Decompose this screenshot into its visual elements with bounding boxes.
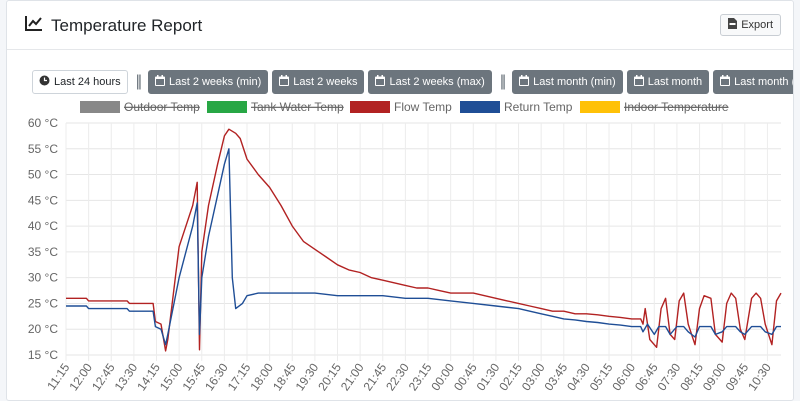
y-tick-label: 15 °C <box>28 348 58 362</box>
y-tick-label: 45 °C <box>28 193 58 207</box>
range-button-last-2-weeks-min[interactable]: Last 2 weeks (min) <box>147 70 269 94</box>
x-tick-label: 07:30 <box>655 360 684 393</box>
button-separator: || <box>135 73 142 90</box>
calendar-icon <box>720 75 731 89</box>
y-tick-label: 25 °C <box>28 296 58 310</box>
y-tick-label: 55 °C <box>28 142 58 156</box>
x-tick-label: 02:15 <box>496 360 525 393</box>
x-tick-label: 12:45 <box>89 360 118 393</box>
legend-item-label[interactable]: Return Temp <box>504 100 573 114</box>
card-header: Temperature Report Export <box>7 1 793 50</box>
x-tick-label: 22:30 <box>383 360 412 393</box>
y-tick-label: 60 °C <box>28 116 58 130</box>
x-tick-label: 10:30 <box>745 360 774 393</box>
range-button-label: Last 2 weeks (min) <box>168 76 262 88</box>
legend-item-label[interactable]: Tank Water Temp <box>251 100 344 114</box>
y-tick-label: 40 °C <box>28 219 58 233</box>
csv-file-icon <box>728 18 738 32</box>
x-tick-label: 21:45 <box>361 360 390 393</box>
y-tick-label: 50 °C <box>28 168 58 182</box>
x-tick-label: 15:00 <box>157 360 186 393</box>
legend-item-label[interactable]: Outdoor Temp <box>124 100 200 114</box>
legend-swatch[interactable] <box>460 101 500 113</box>
x-tick-label: 01:30 <box>474 360 503 393</box>
x-tick-label: 17:15 <box>225 360 254 393</box>
x-tick-label: 13:30 <box>112 360 141 393</box>
export-label: Export <box>741 19 773 31</box>
legend-swatch[interactable] <box>350 101 390 113</box>
range-button-label: Last month (max) <box>734 76 793 88</box>
range-button-last-month-max[interactable]: Last month (max) <box>713 70 793 94</box>
page-title-text: Temperature Report <box>51 15 203 35</box>
x-tick-label: 03:45 <box>542 360 571 393</box>
range-button-last-24-hours[interactable]: Last 24 hours <box>32 70 128 94</box>
export-button[interactable]: Export <box>720 14 781 36</box>
range-button-label: Last 24 hours <box>54 76 121 88</box>
x-tick-label: 00:45 <box>451 360 480 393</box>
calendar-icon <box>154 75 165 89</box>
x-tick-label: 23:15 <box>406 360 435 393</box>
range-button-label: Last month <box>647 76 703 88</box>
series-line-return-temp <box>66 148 781 346</box>
x-tick-label: 04:30 <box>564 360 593 393</box>
range-button-label: Last month (min) <box>533 76 616 88</box>
range-button-last-month-min[interactable]: Last month (min) <box>512 70 623 94</box>
series-line-flow-temp <box>66 128 782 352</box>
y-tick-label: 30 °C <box>28 271 58 285</box>
calendar-icon <box>279 75 290 89</box>
x-tick-label: 00:00 <box>428 360 457 393</box>
x-tick-label: 08:15 <box>677 360 706 393</box>
x-tick-label: 03:00 <box>519 360 548 393</box>
x-tick-label: 18:45 <box>270 360 299 393</box>
x-tick-label: 06:00 <box>609 360 638 393</box>
range-button-label: Last 2 weeks (max) <box>389 76 485 88</box>
clock-icon <box>39 75 50 89</box>
x-tick-label: 16:30 <box>202 360 231 393</box>
x-tick-label: 09:45 <box>723 360 752 393</box>
x-tick-label: 18:00 <box>247 360 276 393</box>
x-tick-label: 15:45 <box>180 360 209 393</box>
x-tick-label: 09:00 <box>700 360 729 393</box>
range-button-last-2-weeks[interactable]: Last 2 weeks <box>272 70 365 94</box>
calendar-icon <box>519 75 530 89</box>
legend-swatch[interactable] <box>580 101 620 113</box>
y-tick-label: 35 °C <box>28 245 58 259</box>
legend-item-label[interactable]: Indoor Temperature <box>624 100 729 114</box>
calendar-icon <box>633 75 644 89</box>
y-tick-label: 20 °C <box>28 322 58 336</box>
x-tick-label: 14:15 <box>134 360 163 393</box>
x-tick-label: 05:15 <box>587 360 616 393</box>
x-tick-label: 20:15 <box>315 360 344 393</box>
x-tick-label: 21:00 <box>338 360 367 393</box>
x-tick-label: 12:00 <box>66 360 95 393</box>
button-separator: || <box>499 73 506 90</box>
range-button-group: Last 24 hours || Last 2 weeks (min) Last… <box>32 70 793 94</box>
range-button-last-month[interactable]: Last month <box>626 70 710 94</box>
page-title: Temperature Report <box>25 15 202 36</box>
line-chart-icon <box>25 15 43 36</box>
range-button-last-2-weeks-max[interactable]: Last 2 weeks (max) <box>368 70 492 94</box>
range-button-label: Last 2 weeks <box>293 76 358 88</box>
legend-item-label[interactable]: Flow Temp <box>394 100 452 114</box>
legend-swatch[interactable] <box>207 101 247 113</box>
calendar-icon <box>375 75 386 89</box>
x-tick-label: 19:30 <box>293 360 322 393</box>
legend-swatch[interactable] <box>80 101 120 113</box>
x-tick-label: 06:45 <box>632 360 661 393</box>
